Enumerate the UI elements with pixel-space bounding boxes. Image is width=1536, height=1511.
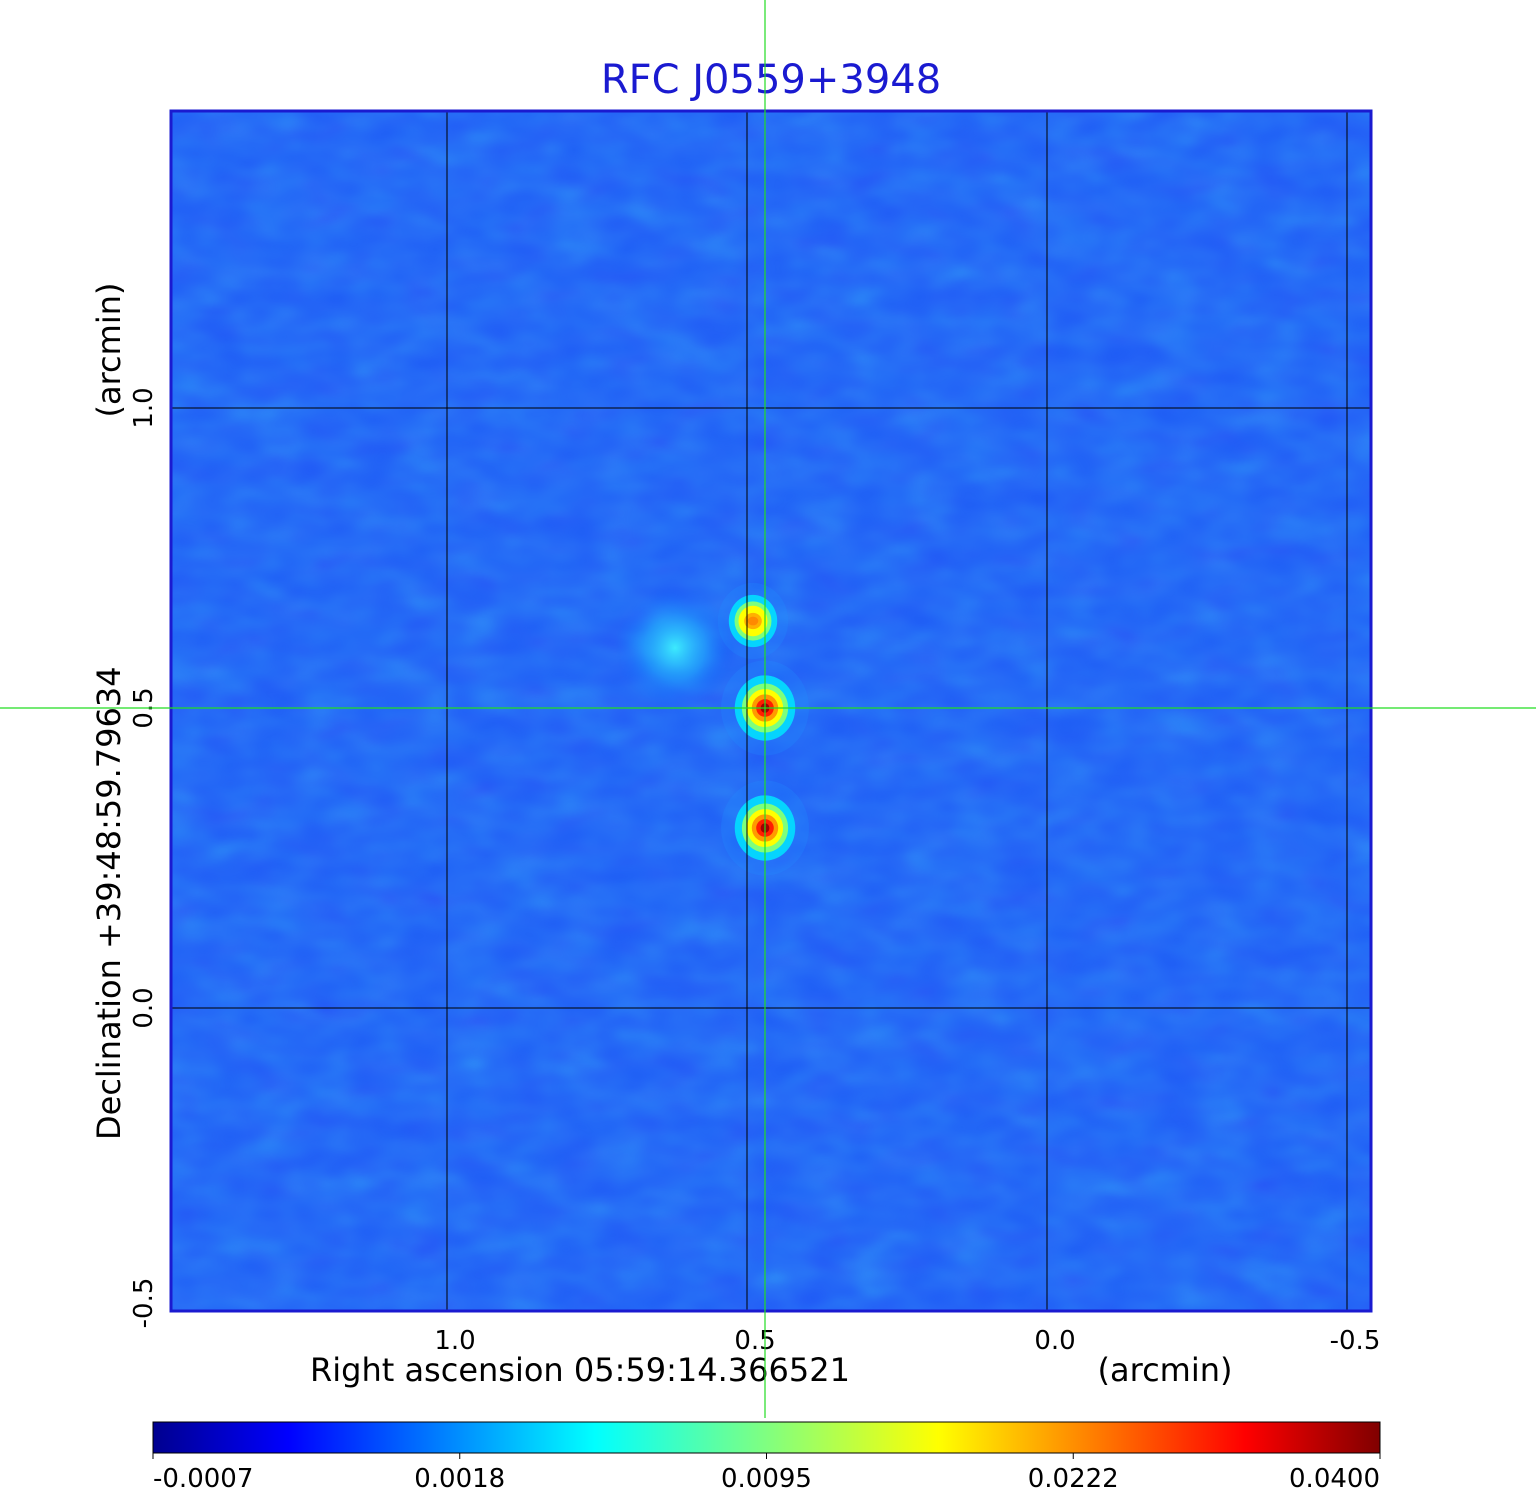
colorbar-tick-labels: -0.0007 0.0018 0.0095 0.0222 0.0400	[153, 1453, 1380, 1494]
x-axis-unit: (arcmin)	[1098, 1351, 1233, 1389]
y-tick-label: 1.0	[129, 387, 159, 428]
y-axis-label: Declination +39:48:59.79634	[90, 666, 128, 1140]
plot-area	[171, 111, 1371, 1311]
y-axis-unit: (arcmin)	[90, 283, 128, 418]
x-tick-label: 0.0	[1034, 1326, 1075, 1356]
y-tick-label: 0.0	[129, 987, 159, 1028]
y-tick-label: -0.5	[129, 1278, 159, 1329]
x-tick-label: -0.5	[1330, 1326, 1381, 1356]
chart-title: RFC J0559+3948	[601, 57, 941, 103]
colorbar-tick-label: 0.0222	[1028, 1464, 1119, 1494]
colorbar-tick-label: 0.0400	[1289, 1464, 1380, 1494]
colorbar	[153, 1422, 1380, 1453]
colorbar-tick-label: 0.0018	[414, 1464, 505, 1494]
source-peak-3	[615, 586, 735, 710]
colorbar-tick-label: -0.0007	[153, 1464, 253, 1494]
x-axis-label: Right ascension 05:59:14.366521	[310, 1351, 850, 1389]
y-tick-labels: 0.00.51.0-0.5	[129, 387, 159, 1328]
colorbar-tick-label: 0.0095	[721, 1464, 812, 1494]
